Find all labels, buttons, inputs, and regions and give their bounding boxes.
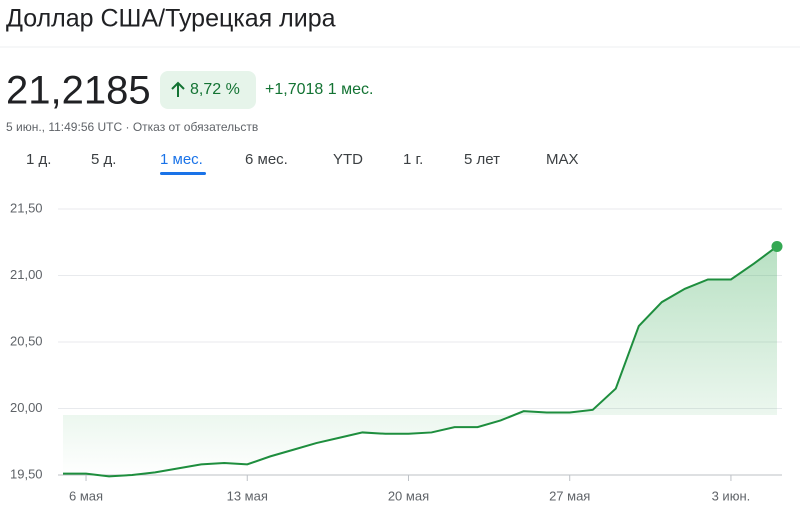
x-tick-label: 20 мая [388,488,429,503]
tab[interactable]: 6 мес. [245,151,288,168]
x-tick-label: 3 июн. [712,488,751,503]
tab[interactable]: YTD [333,151,363,168]
tab[interactable]: 1 д. [26,151,51,168]
price: 21,2185 [6,69,151,113]
tab[interactable]: 1 мес. [160,151,203,168]
tab[interactable]: 5 д. [91,151,116,168]
tab-underline [160,172,206,175]
x-tick-label: 27 мая [549,488,590,503]
y-tick-label: 19,50 [10,466,43,481]
price-line [63,245,778,478]
change-badge [160,71,256,109]
up-arrow [171,81,185,97]
change-percent: 8,72 % [190,81,240,98]
y-tick-label: 20,50 [10,333,43,348]
y-tick-label: 21,50 [10,200,43,215]
y-tick-label: 20,00 [10,400,43,415]
tab[interactable]: MAX [546,151,579,168]
timestamp: 5 июн., 11:49:56 UTC · Отказ от обязател… [6,120,258,134]
change: +1,7018 1 мес. [265,81,373,98]
title: Доллар США/Турецкая лира [6,5,336,33]
y-tick-label: 21,00 [10,267,43,282]
x-tick-label: 6 мая [69,488,103,503]
tab[interactable]: 5 лет [464,151,500,168]
last-point [771,240,783,252]
x-tick-label: 13 мая [227,488,268,503]
area-fill [63,246,777,477]
tab[interactable]: 1 г. [403,151,423,168]
